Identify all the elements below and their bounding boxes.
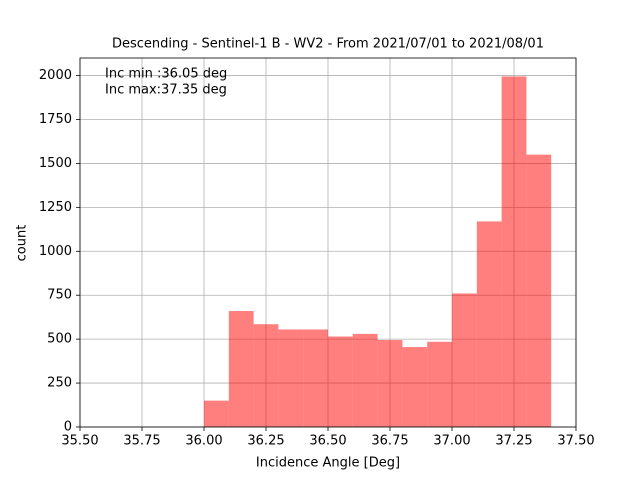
y-tick-label: 1500 (39, 156, 72, 171)
x-tick-label: 35.50 (61, 434, 98, 449)
y-axis-label: count (15, 225, 30, 262)
bar (427, 341, 452, 427)
annotation: Inc max:37.35 deg (105, 83, 227, 98)
bar (377, 340, 403, 427)
chart-title: Descending - Sentinel-1 B - WV2 - From 2… (112, 37, 544, 52)
bar (204, 400, 229, 427)
x-tick-label: 37.50 (557, 434, 594, 449)
x-axis-label: Incidence Angle [Deg] (256, 456, 400, 471)
x-tick-label: 36.25 (247, 434, 284, 449)
plot-frame (79, 57, 577, 428)
x-tick-label: 35.75 (123, 434, 160, 449)
bar (352, 333, 378, 427)
x-tick-label: 36.50 (309, 434, 346, 449)
bar (452, 293, 477, 427)
x-tick-label: 37.00 (433, 434, 470, 449)
bar (476, 221, 502, 427)
bar (278, 329, 304, 427)
x-tick-label: 36.75 (371, 434, 408, 449)
annotation: Inc min :36.05 deg (105, 67, 227, 82)
y-tick-label: 0 (64, 420, 72, 435)
bar (501, 76, 527, 427)
bar (526, 154, 552, 427)
bar (228, 311, 254, 427)
y-tick-label: 2000 (39, 68, 72, 83)
y-tick-label: 750 (47, 288, 72, 303)
y-tick-label: 1750 (39, 112, 72, 127)
bar (328, 336, 353, 427)
y-tick-label: 250 (47, 376, 72, 391)
y-tick-label: 500 (47, 332, 72, 347)
bar (402, 347, 428, 427)
y-tick-label: 1000 (39, 244, 72, 259)
x-tick-label: 36.00 (185, 434, 222, 449)
y-tick-label: 1250 (39, 200, 72, 215)
bar (303, 329, 328, 427)
x-tick-label: 37.25 (495, 434, 532, 449)
bar (253, 324, 279, 427)
